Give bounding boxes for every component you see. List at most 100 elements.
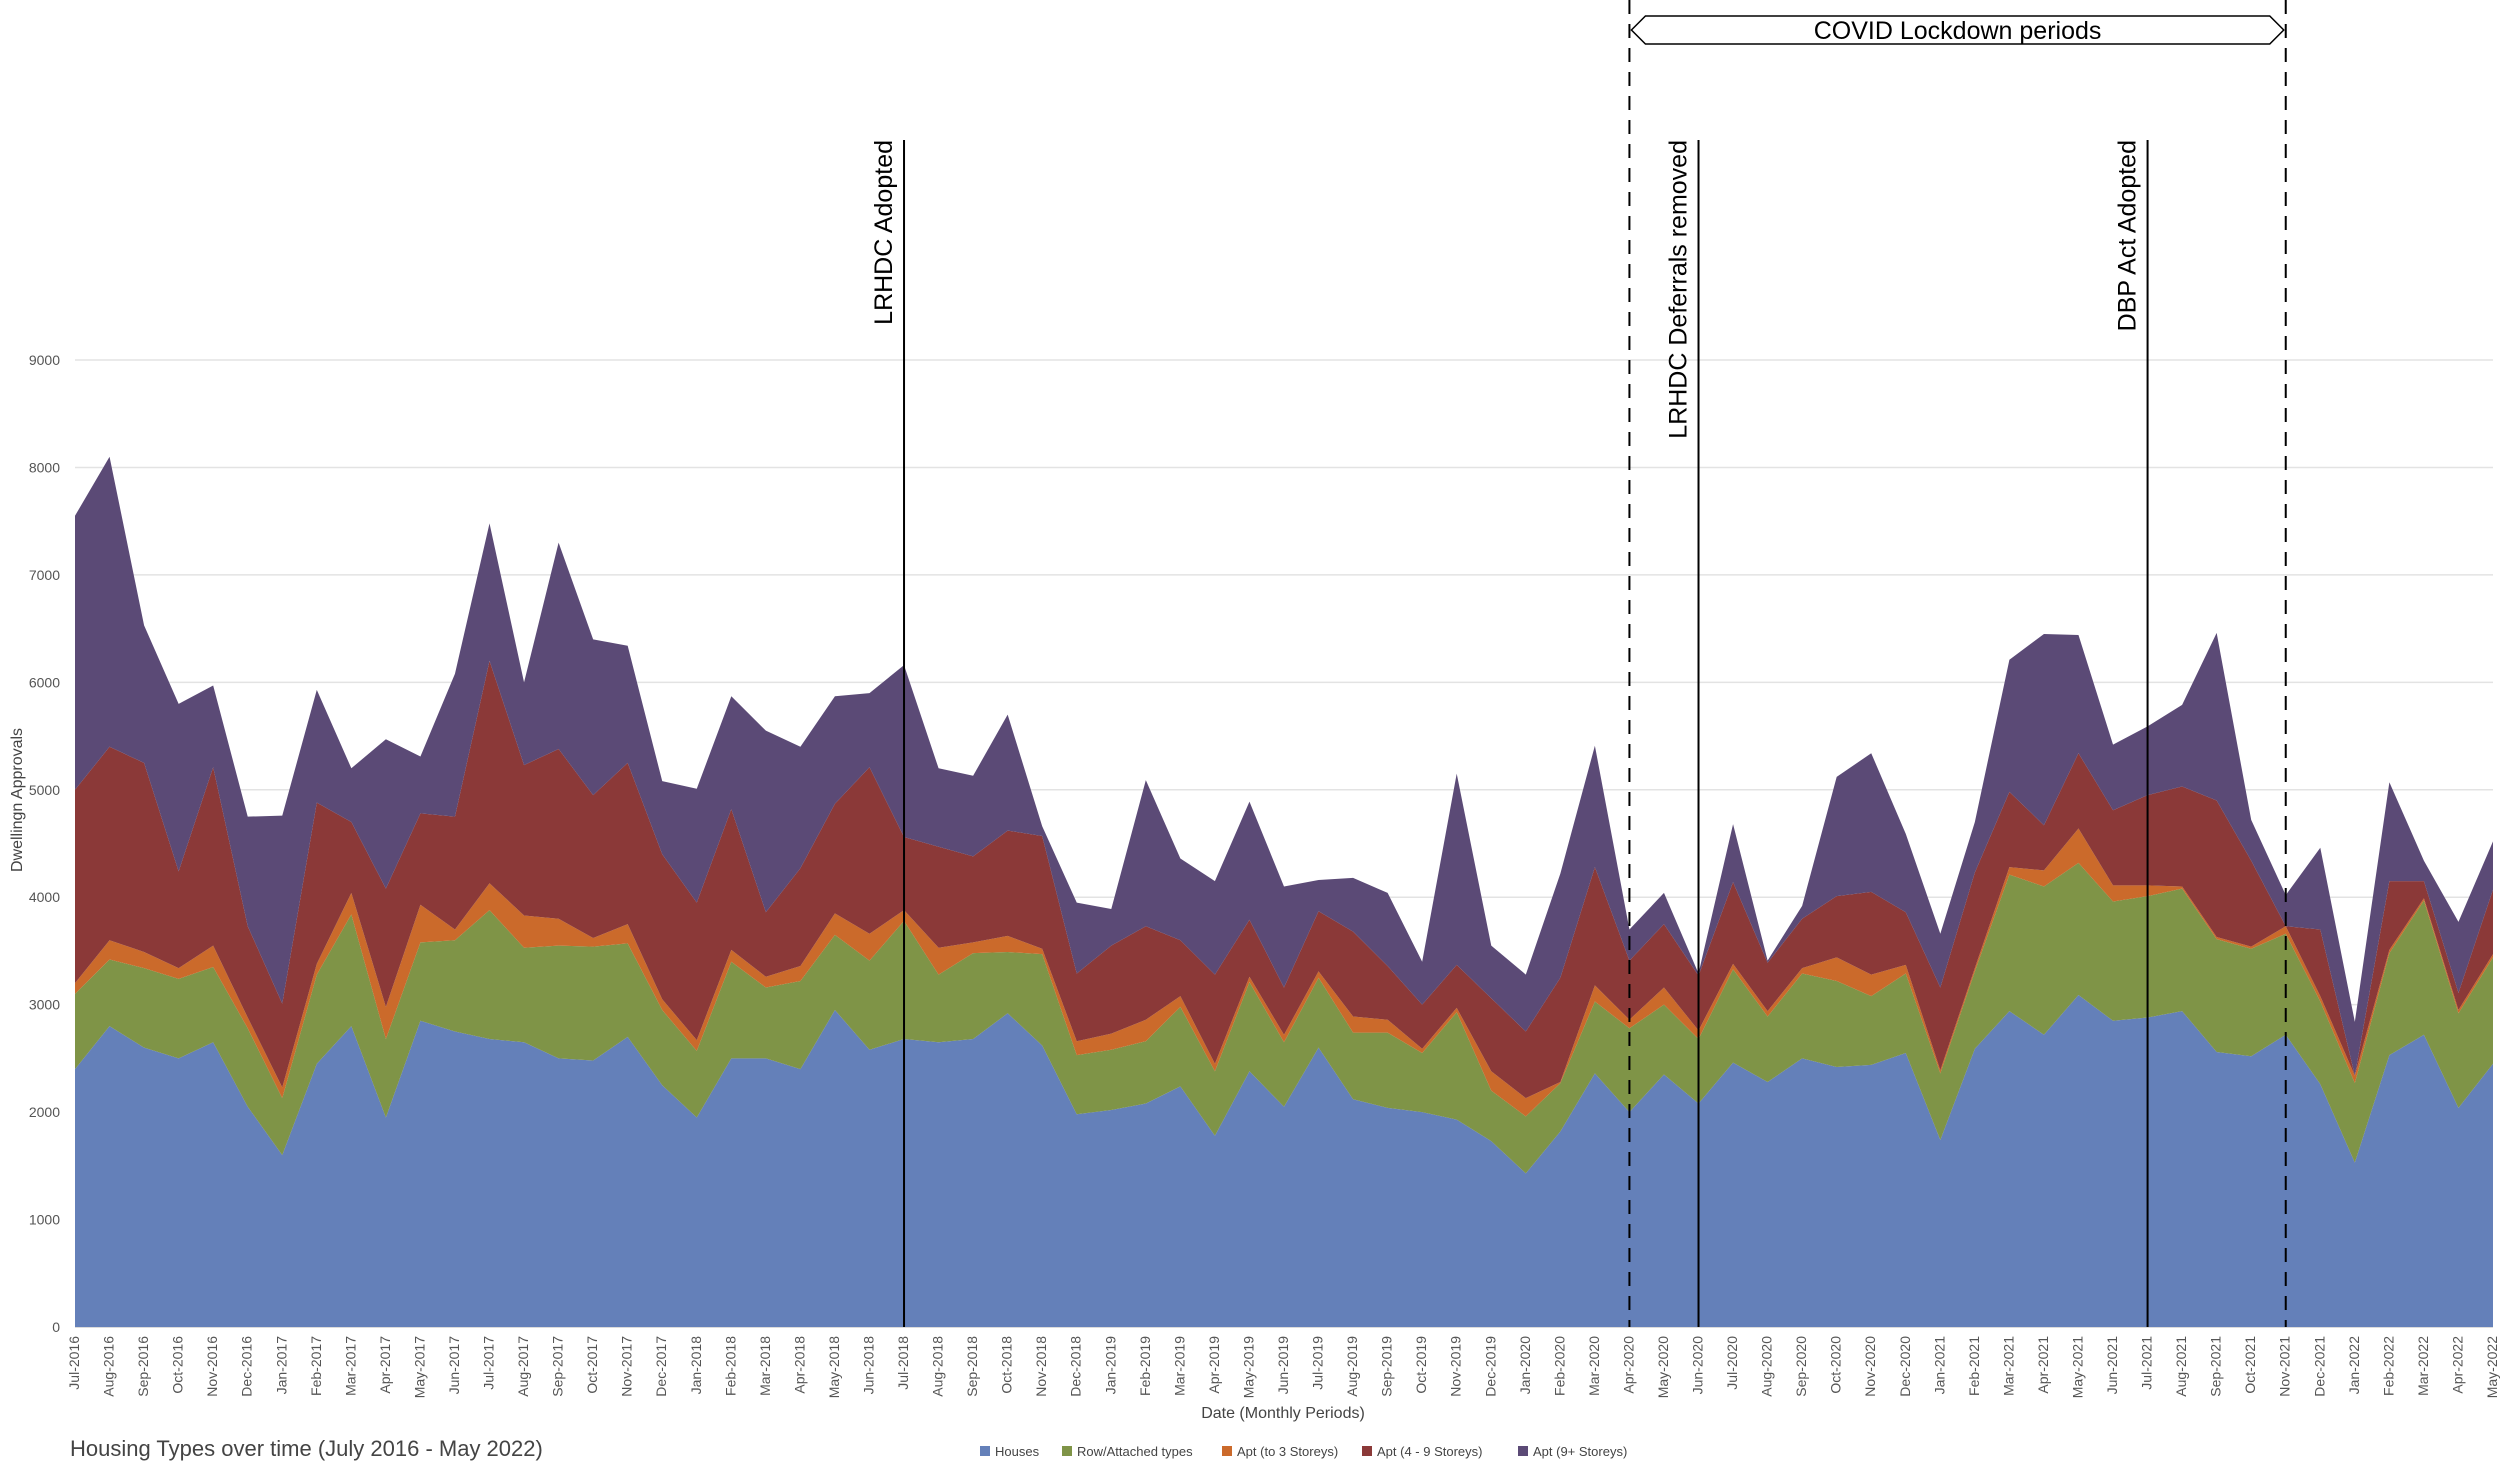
x-tick-label: Aug-2020: [1759, 1336, 1775, 1397]
y-tick-label: 8000: [29, 459, 60, 475]
covid-arrow: [1630, 15, 2285, 45]
legend-swatch: [1222, 1446, 1232, 1456]
covid-period: COVID Lockdown periods: [1628, 0, 2287, 1327]
y-tick-label: 1000: [29, 1212, 60, 1228]
y-axis-ticks: 0 1000 2000 3000 4000 5000 6000 7000 8000 9000: [29, 352, 60, 1335]
x-tick-label: Aug-2019: [1344, 1336, 1360, 1397]
x-tick-label: Jan-2018: [688, 1336, 704, 1395]
x-tick-label: Feb-2022: [2380, 1336, 2396, 1396]
x-tick-label: Dec-2016: [239, 1336, 255, 1397]
y-tick-label: 7000: [29, 567, 60, 583]
y-tick-label: 3000: [29, 997, 60, 1013]
x-tick-label: Oct-2016: [170, 1336, 186, 1394]
area-apt-4-9-storeys: [75, 660, 2493, 1099]
x-axis-ticks: Jul-2016 Aug-2016 Sep-2016 Oct-2016 Nov-2016…: [66, 1336, 2500, 1398]
x-tick-label: Jul-2021: [2139, 1336, 2155, 1390]
x-tick-label: Sep-2016: [135, 1336, 151, 1397]
x-tick-label: Oct-2020: [1828, 1336, 1844, 1394]
y-tick-label: 4000: [29, 889, 60, 905]
x-axis-label: Date (Monthly Periods): [1201, 1405, 1365, 1422]
x-tick-label: Mar-2018: [757, 1336, 773, 1396]
event-label: LRHDC Adopted: [870, 140, 898, 325]
legend-label: Apt (9+ Storeys): [1533, 1444, 1627, 1459]
event-label: LRHDC Deferrals removed: [1665, 140, 1693, 439]
y-tick-label: 2000: [29, 1104, 60, 1120]
x-tick-label: Nov-2019: [1448, 1336, 1464, 1397]
x-tick-label: May-2019: [1240, 1336, 1256, 1398]
x-tick-label: Nov-2016: [204, 1336, 220, 1397]
x-tick-label: Nov-2020: [1862, 1336, 1878, 1397]
x-tick-label: Nov-2018: [1033, 1336, 1049, 1397]
x-tick-label: Jan-2021: [1931, 1336, 1947, 1395]
x-tick-label: Jun-2018: [860, 1336, 876, 1395]
x-tick-label: Dec-2019: [1482, 1336, 1498, 1397]
x-tick-label: Sep-2019: [1379, 1336, 1395, 1397]
x-tick-label: Feb-2019: [1137, 1336, 1153, 1396]
x-tick-label: Nov-2021: [2277, 1336, 2293, 1397]
x-tick-label: Oct-2018: [999, 1336, 1015, 1394]
x-tick-label: Aug-2021: [2173, 1336, 2189, 1397]
x-tick-label: Mar-2022: [2415, 1336, 2431, 1396]
x-tick-label: Apr-2020: [1620, 1336, 1636, 1394]
chart-title: Housing Types over time (July 2016 - May…: [70, 1436, 543, 1461]
x-tick-label: Apr-2018: [791, 1336, 807, 1394]
x-tick-label: Jan-2020: [1517, 1336, 1533, 1395]
x-tick-label: Sep-2020: [1793, 1336, 1809, 1397]
legend-label: Houses: [995, 1444, 1040, 1459]
x-tick-label: Feb-2020: [1551, 1336, 1567, 1396]
x-tick-label: Jul-2019: [1310, 1336, 1326, 1390]
x-tick-label: Aug-2016: [101, 1336, 117, 1397]
x-tick-label: Mar-2019: [1171, 1336, 1187, 1396]
legend-label: Apt (to 3 Storeys): [1237, 1444, 1338, 1459]
y-tick-label: 5000: [29, 782, 60, 798]
x-tick-label: Apr-2019: [1206, 1336, 1222, 1394]
x-tick-label: Mar-2021: [2000, 1336, 2016, 1396]
x-tick-label: Sep-2017: [550, 1336, 566, 1397]
x-tick-label: Apr-2022: [2449, 1336, 2465, 1394]
legend-label: Apt (4 - 9 Storeys): [1377, 1444, 1482, 1459]
x-tick-label: Aug-2017: [515, 1336, 531, 1397]
legend-swatch: [1362, 1446, 1372, 1456]
x-tick-label: Jun-2020: [1690, 1336, 1706, 1395]
x-tick-label: Apr-2017: [377, 1336, 393, 1394]
x-tick-label: Oct-2021: [2242, 1336, 2258, 1394]
x-tick-label: Mar-2017: [342, 1336, 358, 1396]
event-markers: LRHDC Adopted LRHDC Deferrals removed DBP …: [870, 140, 2149, 1327]
x-tick-label: May-2017: [411, 1336, 427, 1398]
x-tick-label: Feb-2017: [308, 1336, 324, 1396]
stacked-areas: [75, 456, 2493, 1327]
legend-swatch: [1062, 1446, 1072, 1456]
y-axis-label: Dwellingn Approvals: [9, 728, 26, 872]
legend: Houses Row/Attached types Apt (to 3 Storey…: [980, 1444, 1627, 1459]
event-label: DBP Act Adopted: [2114, 140, 2142, 331]
x-tick-label: Apr-2021: [2035, 1336, 2051, 1394]
x-tick-label: May-2022: [2484, 1336, 2500, 1398]
y-tick-label: 0: [52, 1319, 60, 1335]
y-tick-label: 6000: [29, 674, 60, 690]
x-tick-label: Jan-2022: [2346, 1336, 2362, 1395]
x-tick-label: Jul-2018: [895, 1336, 911, 1390]
x-tick-label: Dec-2021: [2311, 1336, 2327, 1397]
x-tick-label: Dec-2017: [653, 1336, 669, 1397]
x-tick-label: Jul-2020: [1724, 1336, 1740, 1390]
x-tick-label: Jun-2021: [2104, 1336, 2120, 1395]
x-tick-label: May-2018: [826, 1336, 842, 1398]
area-apt-9-storeys: [75, 456, 2493, 1076]
x-tick-label: Nov-2017: [619, 1336, 635, 1397]
legend-swatch: [980, 1446, 990, 1456]
area-houses: [75, 994, 2493, 1327]
area-row-attached-types: [75, 862, 2493, 1174]
x-tick-label: May-2020: [1655, 1336, 1671, 1398]
x-tick-label: Dec-2020: [1897, 1336, 1913, 1397]
x-tick-label: Jun-2019: [1275, 1336, 1291, 1395]
x-tick-label: May-2021: [2069, 1336, 2085, 1398]
covid-label: COVID Lockdown periods: [1814, 17, 2102, 45]
x-tick-label: Jan-2017: [273, 1336, 289, 1395]
x-tick-label: Aug-2018: [930, 1336, 946, 1397]
x-tick-label: Sep-2018: [964, 1336, 980, 1397]
x-tick-label: Jan-2019: [1102, 1336, 1118, 1395]
x-tick-label: Feb-2018: [722, 1336, 738, 1396]
x-tick-label: Mar-2020: [1586, 1336, 1602, 1396]
x-tick-label: Oct-2017: [584, 1336, 600, 1394]
